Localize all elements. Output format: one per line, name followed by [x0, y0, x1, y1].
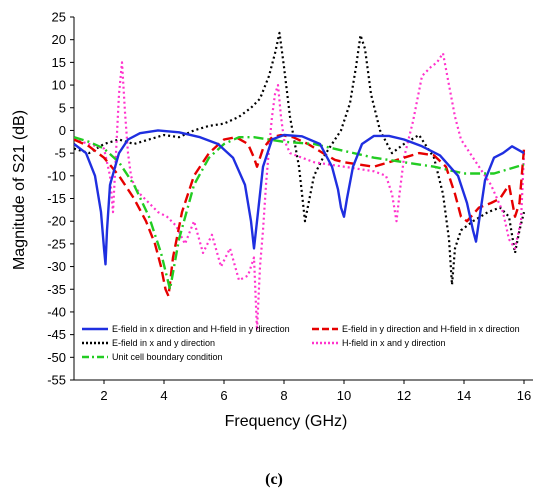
y-tick-label: -25 — [47, 236, 66, 251]
x-tick-label: 8 — [280, 388, 287, 403]
series-line-1 — [74, 129, 525, 266]
legend-label-5: Unit cell boundary condition — [112, 352, 223, 362]
y-tick-label: -10 — [47, 168, 66, 183]
y-tick-label: -30 — [47, 259, 66, 274]
x-tick-label: 4 — [160, 388, 167, 403]
y-axis-title: Magnitude of S21 (dB) — [11, 110, 28, 270]
y-tick-label: 5 — [59, 100, 66, 115]
series-line-2 — [74, 133, 526, 298]
y-tick-label: -45 — [47, 327, 66, 342]
y-tick-label: 15 — [52, 55, 66, 70]
x-tick-label: 2 — [100, 388, 107, 403]
series-line-3 — [74, 31, 526, 286]
legend-label-2: E-field in y direction and H-field in x … — [342, 324, 520, 334]
x-tick-label: 16 — [517, 388, 531, 403]
x-tick-label: 10 — [337, 388, 351, 403]
legend-label-1: E-field in x direction and H-field in y … — [112, 324, 290, 334]
y-tick-label: 10 — [52, 78, 66, 93]
y-tick-label: -15 — [47, 191, 66, 206]
series-line-5 — [74, 136, 525, 291]
y-tick-label: -55 — [47, 373, 66, 388]
y-tick-label: 25 — [52, 10, 66, 25]
y-tick-label: -35 — [47, 282, 66, 297]
panel-label: (c) — [265, 471, 283, 488]
y-tick-label: -20 — [47, 214, 66, 229]
series-layer — [74, 31, 526, 332]
tick-labels: 25 20 15 10 5 0 -5 -10 -15 -20 -25 -30 -35 -40 -45 -50 -… — [47, 10, 531, 404]
y-tick-label: -40 — [47, 304, 66, 319]
legend-label-3: E-field in x and y direction — [112, 338, 215, 348]
y-tick-label: 0 — [59, 123, 66, 138]
x-tick-label: 12 — [397, 388, 411, 403]
y-tick-label: -5 — [54, 146, 66, 161]
x-tick-label: 6 — [220, 388, 227, 403]
axes — [70, 16, 533, 384]
series-line-4 — [74, 52, 526, 332]
x-axis-title: Frequency (GHz) — [225, 413, 348, 430]
y-tick-label: 20 — [52, 32, 66, 47]
x-tick-label: 14 — [457, 388, 471, 403]
y-tick-label: -50 — [47, 350, 66, 365]
legend-label-4: H-field in x and y direction — [342, 338, 446, 348]
legend: E-field in x direction and H-field in y … — [82, 324, 520, 362]
